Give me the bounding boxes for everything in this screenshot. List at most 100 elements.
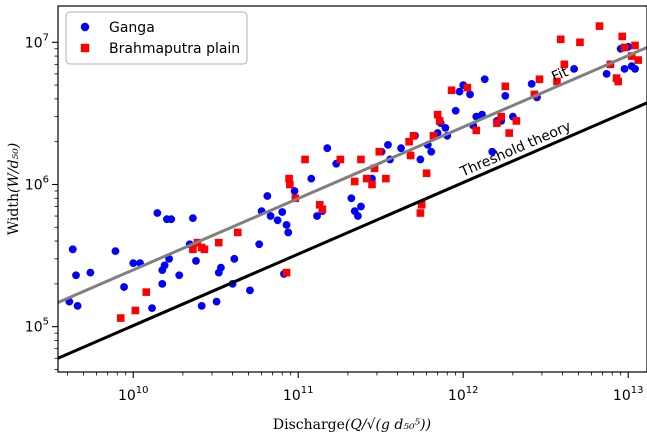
brahmaputra-plain-point-46	[576, 38, 584, 47]
ganga-point-33	[278, 208, 287, 216]
brahmaputra-plain-point-7	[214, 238, 223, 247]
ganga-point-9	[148, 304, 156, 313]
legend-marker-brahmaputra	[80, 43, 90, 53]
brahmaputra-plain-point-15	[318, 205, 327, 214]
x-axis-label-text: Discharge	[273, 417, 345, 433]
ganga-point-69	[480, 75, 489, 84]
ganga-point-57	[427, 147, 436, 156]
brahmaputra-plain-point-41	[530, 90, 539, 99]
brahmaputra-plain-point-0	[116, 314, 125, 322]
brahmaputra-plain-point-45	[560, 60, 569, 69]
fit-label: Fit	[549, 64, 571, 85]
brahmaputra-plain-point-53	[627, 52, 636, 60]
ganga-point-37	[290, 187, 299, 195]
ganga-point-5	[111, 247, 120, 256]
ganga-point-6	[120, 283, 128, 291]
ganga-point-78	[602, 69, 611, 78]
ganga-point-28	[255, 240, 264, 249]
brahmaputra-plain-point-28	[417, 200, 426, 209]
y-tick-label-2: 107	[25, 32, 49, 51]
brahmaputra-plain-point-55	[634, 56, 643, 64]
brahmaputra-plain-point-19	[362, 174, 371, 183]
x-tick-label-1: 1011	[283, 385, 314, 404]
brahmaputra-plain-point-16	[336, 155, 345, 164]
brahmaputra-plain-point-37	[497, 112, 506, 121]
brahmaputra-plain-point-2	[142, 288, 151, 296]
brahmaputra-plain-point-23	[382, 174, 390, 183]
legend-marker-ganga	[80, 22, 90, 32]
brahmaputra-plain-point-17	[350, 177, 359, 186]
ganga-point-77	[570, 64, 578, 73]
ganga-point-55	[416, 155, 425, 164]
ganga-point-65	[466, 90, 474, 99]
axis-labels: Discharge(Q/√(g d₅₀⁵)) Width(W/d₅₀)	[6, 143, 431, 433]
brahmaputra-plain-point-9	[282, 268, 291, 277]
brahmaputra-plain-point-52	[620, 43, 629, 52]
ganga-point-17	[175, 271, 184, 280]
brahmaputra-plain-point-47	[595, 22, 604, 30]
legend-box	[65, 11, 248, 65]
plot-frame	[57, 5, 647, 373]
ganga-point-3	[73, 301, 82, 310]
ganga-point-32	[273, 216, 282, 225]
brahmaputra-plain-point-43	[553, 77, 561, 86]
ganga-point-70	[488, 147, 497, 156]
data-layer	[65, 22, 643, 322]
brahmaputra-plain-point-35	[472, 126, 481, 135]
ganga-point-73	[501, 91, 510, 100]
brahmaputra-plain-point-36	[493, 119, 501, 127]
ganga-point-38	[307, 174, 316, 183]
brahmaputra-plain-point-31	[433, 110, 442, 119]
x-tick-label-3: 1013	[613, 385, 644, 404]
ganga-point-39	[313, 212, 321, 220]
brahmaputra-plain-point-3	[189, 245, 197, 254]
tick-layer: 1010 1011 1012 1013 105 106 107	[25, 32, 644, 404]
x-axis-label-formula: (Q/√(g d₅₀⁵))	[345, 417, 431, 433]
ganga-point-2	[72, 271, 80, 280]
ganga-point-62	[451, 106, 460, 115]
brahmaputra-plain-point-22	[375, 147, 384, 156]
ganga-point-26	[230, 254, 239, 263]
brahmaputra-plain-point-1	[131, 306, 140, 315]
brahmaputra-plain-point-44	[556, 35, 565, 44]
brahmaputra-plain-point-18	[357, 155, 365, 164]
legend-label-brahmaputra: Brahmaputra plain	[109, 41, 240, 57]
brahmaputra-plain-point-51	[618, 32, 627, 41]
y-axis-label-text: Width	[6, 193, 22, 235]
ganga-point-19	[189, 214, 197, 223]
ganga-point-15	[167, 215, 176, 224]
ganga-point-63	[455, 87, 464, 96]
ganga-point-4	[86, 268, 95, 277]
ganga-point-31	[266, 212, 275, 220]
ganga-point-20	[192, 257, 200, 265]
brahmaputra-plain-point-33	[447, 86, 456, 95]
ganga-point-75	[527, 79, 536, 88]
brahmaputra-plain-point-21	[370, 164, 379, 173]
brahmaputra-plain-point-8	[233, 228, 242, 237]
brahmaputra-plain-point-30	[429, 131, 438, 140]
brahmaputra-plain-point-38	[501, 82, 510, 91]
brahmaputra-plain-point-29	[422, 169, 431, 178]
ganga-point-35	[282, 220, 291, 229]
brahmaputra-plain-point-14	[315, 200, 324, 209]
axes-layer	[57, 5, 647, 373]
legend-label-ganga: Ganga	[109, 20, 155, 36]
ganga-point-7	[129, 259, 138, 267]
x-tick-label-0: 1010	[118, 385, 149, 404]
brahmaputra-plain-point-42	[535, 75, 544, 84]
ganga-point-30	[263, 192, 272, 200]
ganga-point-22	[212, 297, 221, 306]
brahmaputra-plain-point-6	[200, 245, 209, 254]
brahmaputra-plain-point-11	[286, 180, 294, 189]
brahmaputra-plain-point-27	[416, 209, 425, 217]
y-tick-label-1: 106	[25, 174, 49, 193]
brahmaputra-plain-point-34	[463, 83, 472, 92]
ganga-point-24	[217, 263, 225, 272]
ganga-point-83	[631, 64, 639, 73]
y-tick-label-0: 105	[25, 317, 49, 336]
legend: Ganga Brahmaputra plain	[65, 11, 248, 65]
threshold-theory-line	[57, 101, 647, 360]
fit-line	[57, 46, 647, 304]
